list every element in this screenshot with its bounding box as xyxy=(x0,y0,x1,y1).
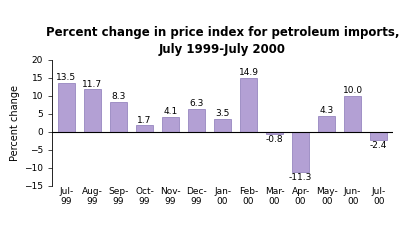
Bar xyxy=(240,78,257,132)
Bar xyxy=(292,132,309,172)
Text: 3.5: 3.5 xyxy=(215,109,230,118)
Text: 4.1: 4.1 xyxy=(163,107,178,116)
Bar xyxy=(188,109,205,132)
Text: 11.7: 11.7 xyxy=(82,79,103,89)
Bar xyxy=(58,83,75,132)
Bar xyxy=(110,102,127,132)
Text: -2.4: -2.4 xyxy=(370,141,387,150)
Bar xyxy=(162,117,179,132)
Text: 14.9: 14.9 xyxy=(239,68,259,77)
Text: 6.3: 6.3 xyxy=(189,99,204,108)
Text: -11.3: -11.3 xyxy=(289,173,312,182)
Bar xyxy=(266,132,283,134)
Bar xyxy=(214,119,231,132)
Text: 1.7: 1.7 xyxy=(137,116,152,124)
Bar xyxy=(344,95,361,132)
Text: 4.3: 4.3 xyxy=(320,106,334,115)
Y-axis label: Percent change: Percent change xyxy=(10,84,20,161)
Bar xyxy=(136,125,153,132)
Bar xyxy=(318,116,335,132)
Text: 8.3: 8.3 xyxy=(111,92,126,101)
Text: -0.8: -0.8 xyxy=(266,135,284,144)
Bar xyxy=(84,89,101,132)
Text: 13.5: 13.5 xyxy=(57,73,77,82)
Title: Percent change in price index for petroleum imports,
July 1999-July 2000: Percent change in price index for petrol… xyxy=(46,25,399,55)
Bar xyxy=(370,132,387,140)
Text: 10.0: 10.0 xyxy=(342,86,363,95)
